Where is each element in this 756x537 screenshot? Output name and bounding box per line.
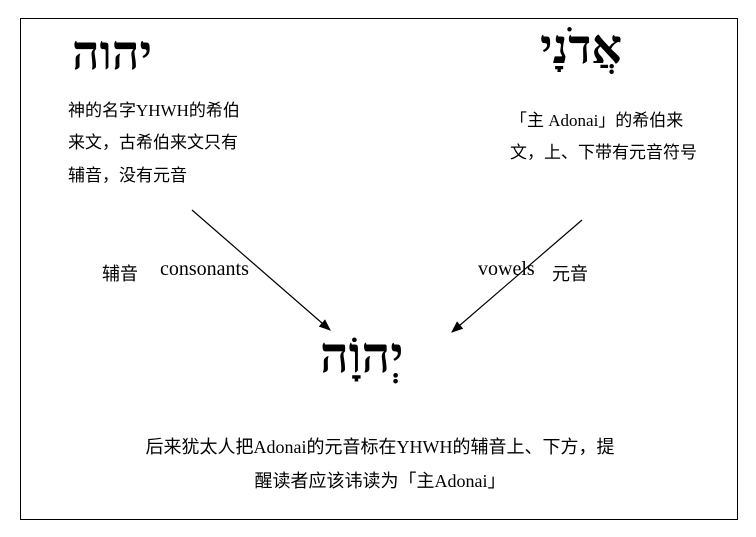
right-arrow-label-en: vowels <box>478 258 535 281</box>
left-arrow-label-en: consonants <box>160 258 249 281</box>
left-description: 神的名字YHWH的希伯来文，古希伯来文只有辅音，没有元音 <box>68 95 253 192</box>
right-arrow-label-cn: 元音 <box>552 260 588 286</box>
hebrew-combined: יְהוָֹה <box>320 330 403 380</box>
hebrew-yhwh: יהוה <box>72 30 152 78</box>
bottom-explanation: 后来犹太人把Adonai的元音标在YHWH的辅音上、下方，提醒读者应该讳读为「主… <box>145 430 615 498</box>
hebrew-adonai: אֲדֹנָי <box>540 24 622 72</box>
right-description: 「主 Adonai」的希伯来文，上、下带有元音符号 <box>510 105 705 170</box>
left-arrow-label-cn: 辅音 <box>102 260 138 286</box>
diagram-frame: יהוה 神的名字YHWH的希伯来文，古希伯来文只有辅音，没有元音 אֲדֹנָ… <box>0 0 756 537</box>
